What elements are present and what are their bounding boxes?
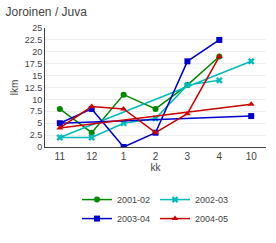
svg-text:12.5: 12.5: [25, 83, 43, 93]
svg-text:5: 5: [37, 118, 42, 128]
svg-text:lkm: lkm: [9, 80, 20, 96]
svg-text:1: 1: [121, 151, 127, 162]
svg-text:kk: kk: [151, 162, 162, 173]
svg-text:2004-05: 2004-05: [195, 214, 228, 224]
svg-text:2001-02: 2001-02: [117, 195, 150, 205]
svg-text:3: 3: [185, 151, 191, 162]
svg-text:15: 15: [32, 71, 42, 81]
svg-text:12: 12: [86, 151, 98, 162]
svg-text:4: 4: [217, 151, 223, 162]
svg-text:2.5: 2.5: [30, 130, 43, 140]
svg-text:7.5: 7.5: [30, 106, 43, 116]
svg-text:11: 11: [55, 151, 66, 162]
svg-text:17.5: 17.5: [25, 59, 43, 69]
svg-text:Joroinen / Juva: Joroinen / Juva: [6, 5, 88, 19]
svg-text:2003-04: 2003-04: [117, 214, 150, 224]
svg-text:0: 0: [37, 142, 42, 152]
svg-text:22.5: 22.5: [25, 35, 43, 45]
svg-text:2: 2: [153, 151, 159, 162]
svg-text:2002-03: 2002-03: [195, 195, 228, 205]
svg-text:20: 20: [32, 47, 42, 57]
svg-text:25: 25: [32, 23, 42, 33]
svg-text:10: 10: [32, 95, 42, 105]
svg-text:10: 10: [246, 151, 258, 162]
